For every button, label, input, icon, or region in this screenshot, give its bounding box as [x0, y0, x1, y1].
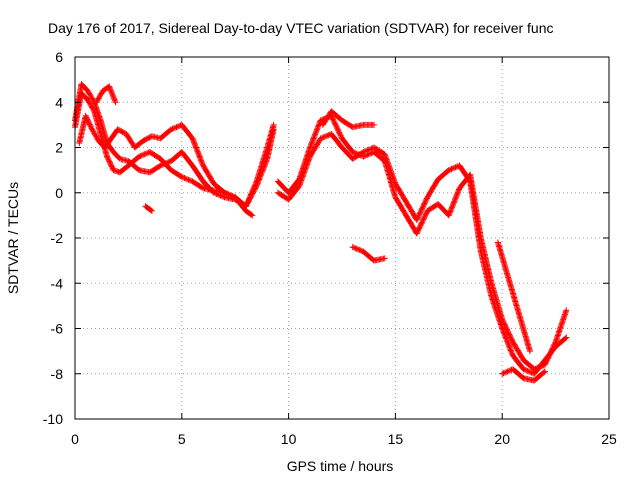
- y-tick-label: 4: [55, 94, 63, 110]
- data-point-markers: [349, 244, 388, 264]
- axis-ticks: 0 5 10 15 20 25 -10 -8 -6 -4 -2 0 2 4 6: [43, 49, 617, 447]
- y-tick-label: -2: [51, 230, 64, 246]
- x-tick-label: 0: [71, 431, 79, 447]
- x-tick-label: 15: [388, 431, 404, 447]
- data-point-markers: [499, 366, 548, 384]
- chart-title: Day 176 of 2017, Sidereal Day-to-day VTE…: [48, 20, 554, 36]
- x-tick-label: 5: [178, 431, 186, 447]
- data-point-markers: [494, 239, 533, 355]
- y-axis-label: SDTVAR / TECUs: [5, 182, 21, 294]
- series-track-g: [274, 130, 570, 377]
- data-point-markers: [274, 130, 570, 377]
- series-track-d: [93, 83, 119, 106]
- data-point-markers: [319, 108, 378, 131]
- series-track-h: [319, 108, 378, 131]
- x-tick-label: 20: [494, 431, 510, 447]
- y-tick-label: 2: [55, 140, 63, 156]
- y-tick-label: -6: [51, 321, 64, 337]
- data-marks: [72, 81, 570, 384]
- x-tick-label: 10: [281, 431, 297, 447]
- data-point-markers: [76, 112, 256, 219]
- y-tick-label: -8: [51, 366, 64, 382]
- data-point-markers: [93, 83, 119, 106]
- series-track-k: [499, 366, 548, 384]
- y-tick-label: 0: [55, 185, 63, 201]
- y-tick-label: 6: [55, 49, 63, 65]
- data-point-markers: [72, 90, 277, 210]
- series-track-e: [142, 203, 155, 214]
- series-track-a: [72, 90, 277, 210]
- series-track-c: [76, 112, 256, 219]
- series-track-i: [349, 244, 388, 264]
- x-axis-label: GPS time / hours: [287, 458, 394, 474]
- data-point-markers: [142, 203, 155, 214]
- x-tick-label: 25: [601, 431, 617, 447]
- series-track-j: [494, 239, 533, 355]
- y-tick-label: -4: [51, 275, 64, 291]
- y-tick-label: -10: [43, 411, 63, 427]
